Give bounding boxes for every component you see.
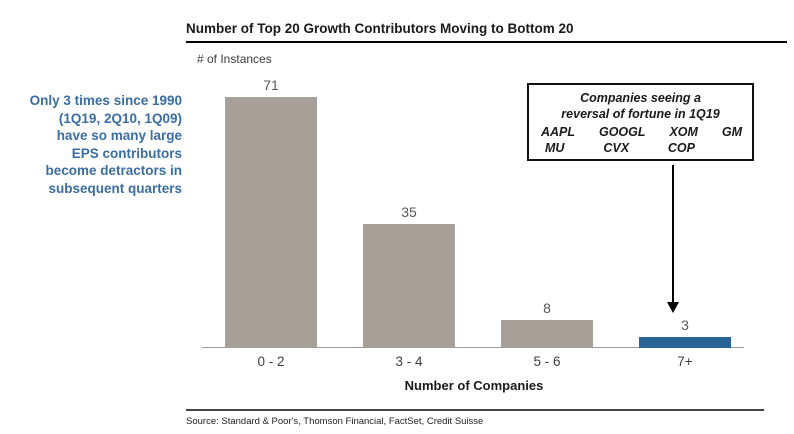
x-tick-label: 5 - 6 bbox=[533, 354, 561, 369]
x-tick-label: 3 - 4 bbox=[395, 354, 423, 369]
ticker-cop: COP bbox=[667, 141, 695, 155]
x-tick-label: 7+ bbox=[677, 354, 693, 369]
x-axis-title: Number of Companies bbox=[404, 378, 544, 393]
ticker-row-1: AAPL GOOGL XOM GM bbox=[529, 122, 752, 139]
bar-value-label: 35 bbox=[401, 204, 417, 220]
ticker-gm: GM bbox=[721, 125, 742, 139]
source-text: Source: Standard & Poor's, Thomson Finan… bbox=[186, 416, 484, 427]
down-arrow-line bbox=[671, 165, 674, 303]
callout-box: Companies seeing a reversal of fortune i… bbox=[527, 83, 754, 161]
down-arrow-head bbox=[666, 302, 679, 313]
x-axis-line bbox=[202, 347, 744, 348]
bar-0-2 bbox=[225, 97, 317, 348]
left-annotation-text: Only 3 times since 1990 (1Q19, 2Q10, 1Q0… bbox=[29, 93, 182, 196]
ticker-xom: XOM bbox=[669, 125, 698, 139]
x-axis-tick-labels: 0 - 2 3 - 4 5 - 6 7+ bbox=[186, 354, 786, 372]
down-arrow bbox=[666, 165, 679, 313]
ticker-row-2: MU CVX COP bbox=[545, 139, 695, 155]
bar-3-4 bbox=[363, 224, 455, 348]
x-tick-label: 0 - 2 bbox=[257, 354, 285, 369]
callout-title: Companies seeing a reversal of fortune i… bbox=[561, 91, 720, 121]
ticker-mu: MU bbox=[545, 141, 565, 155]
ticker-aapl: AAPL bbox=[541, 125, 576, 139]
ticker-googl: GOOGL bbox=[598, 125, 646, 139]
y-axis-label: # of Instances bbox=[197, 52, 272, 66]
bar-value-label: 71 bbox=[263, 77, 279, 93]
bar-5-6 bbox=[501, 320, 593, 348]
chart-title: Number of Top 20 Growth Contributors Mov… bbox=[186, 21, 787, 43]
bar-chart-plot-area: 71 35 8 3 bbox=[186, 48, 786, 348]
bar-value-label: 3 bbox=[681, 317, 689, 333]
bar-7+ bbox=[639, 337, 731, 348]
bar-value-label: 8 bbox=[543, 300, 551, 316]
source-divider-line bbox=[186, 409, 764, 411]
ticker-cvx: CVX bbox=[603, 141, 630, 155]
